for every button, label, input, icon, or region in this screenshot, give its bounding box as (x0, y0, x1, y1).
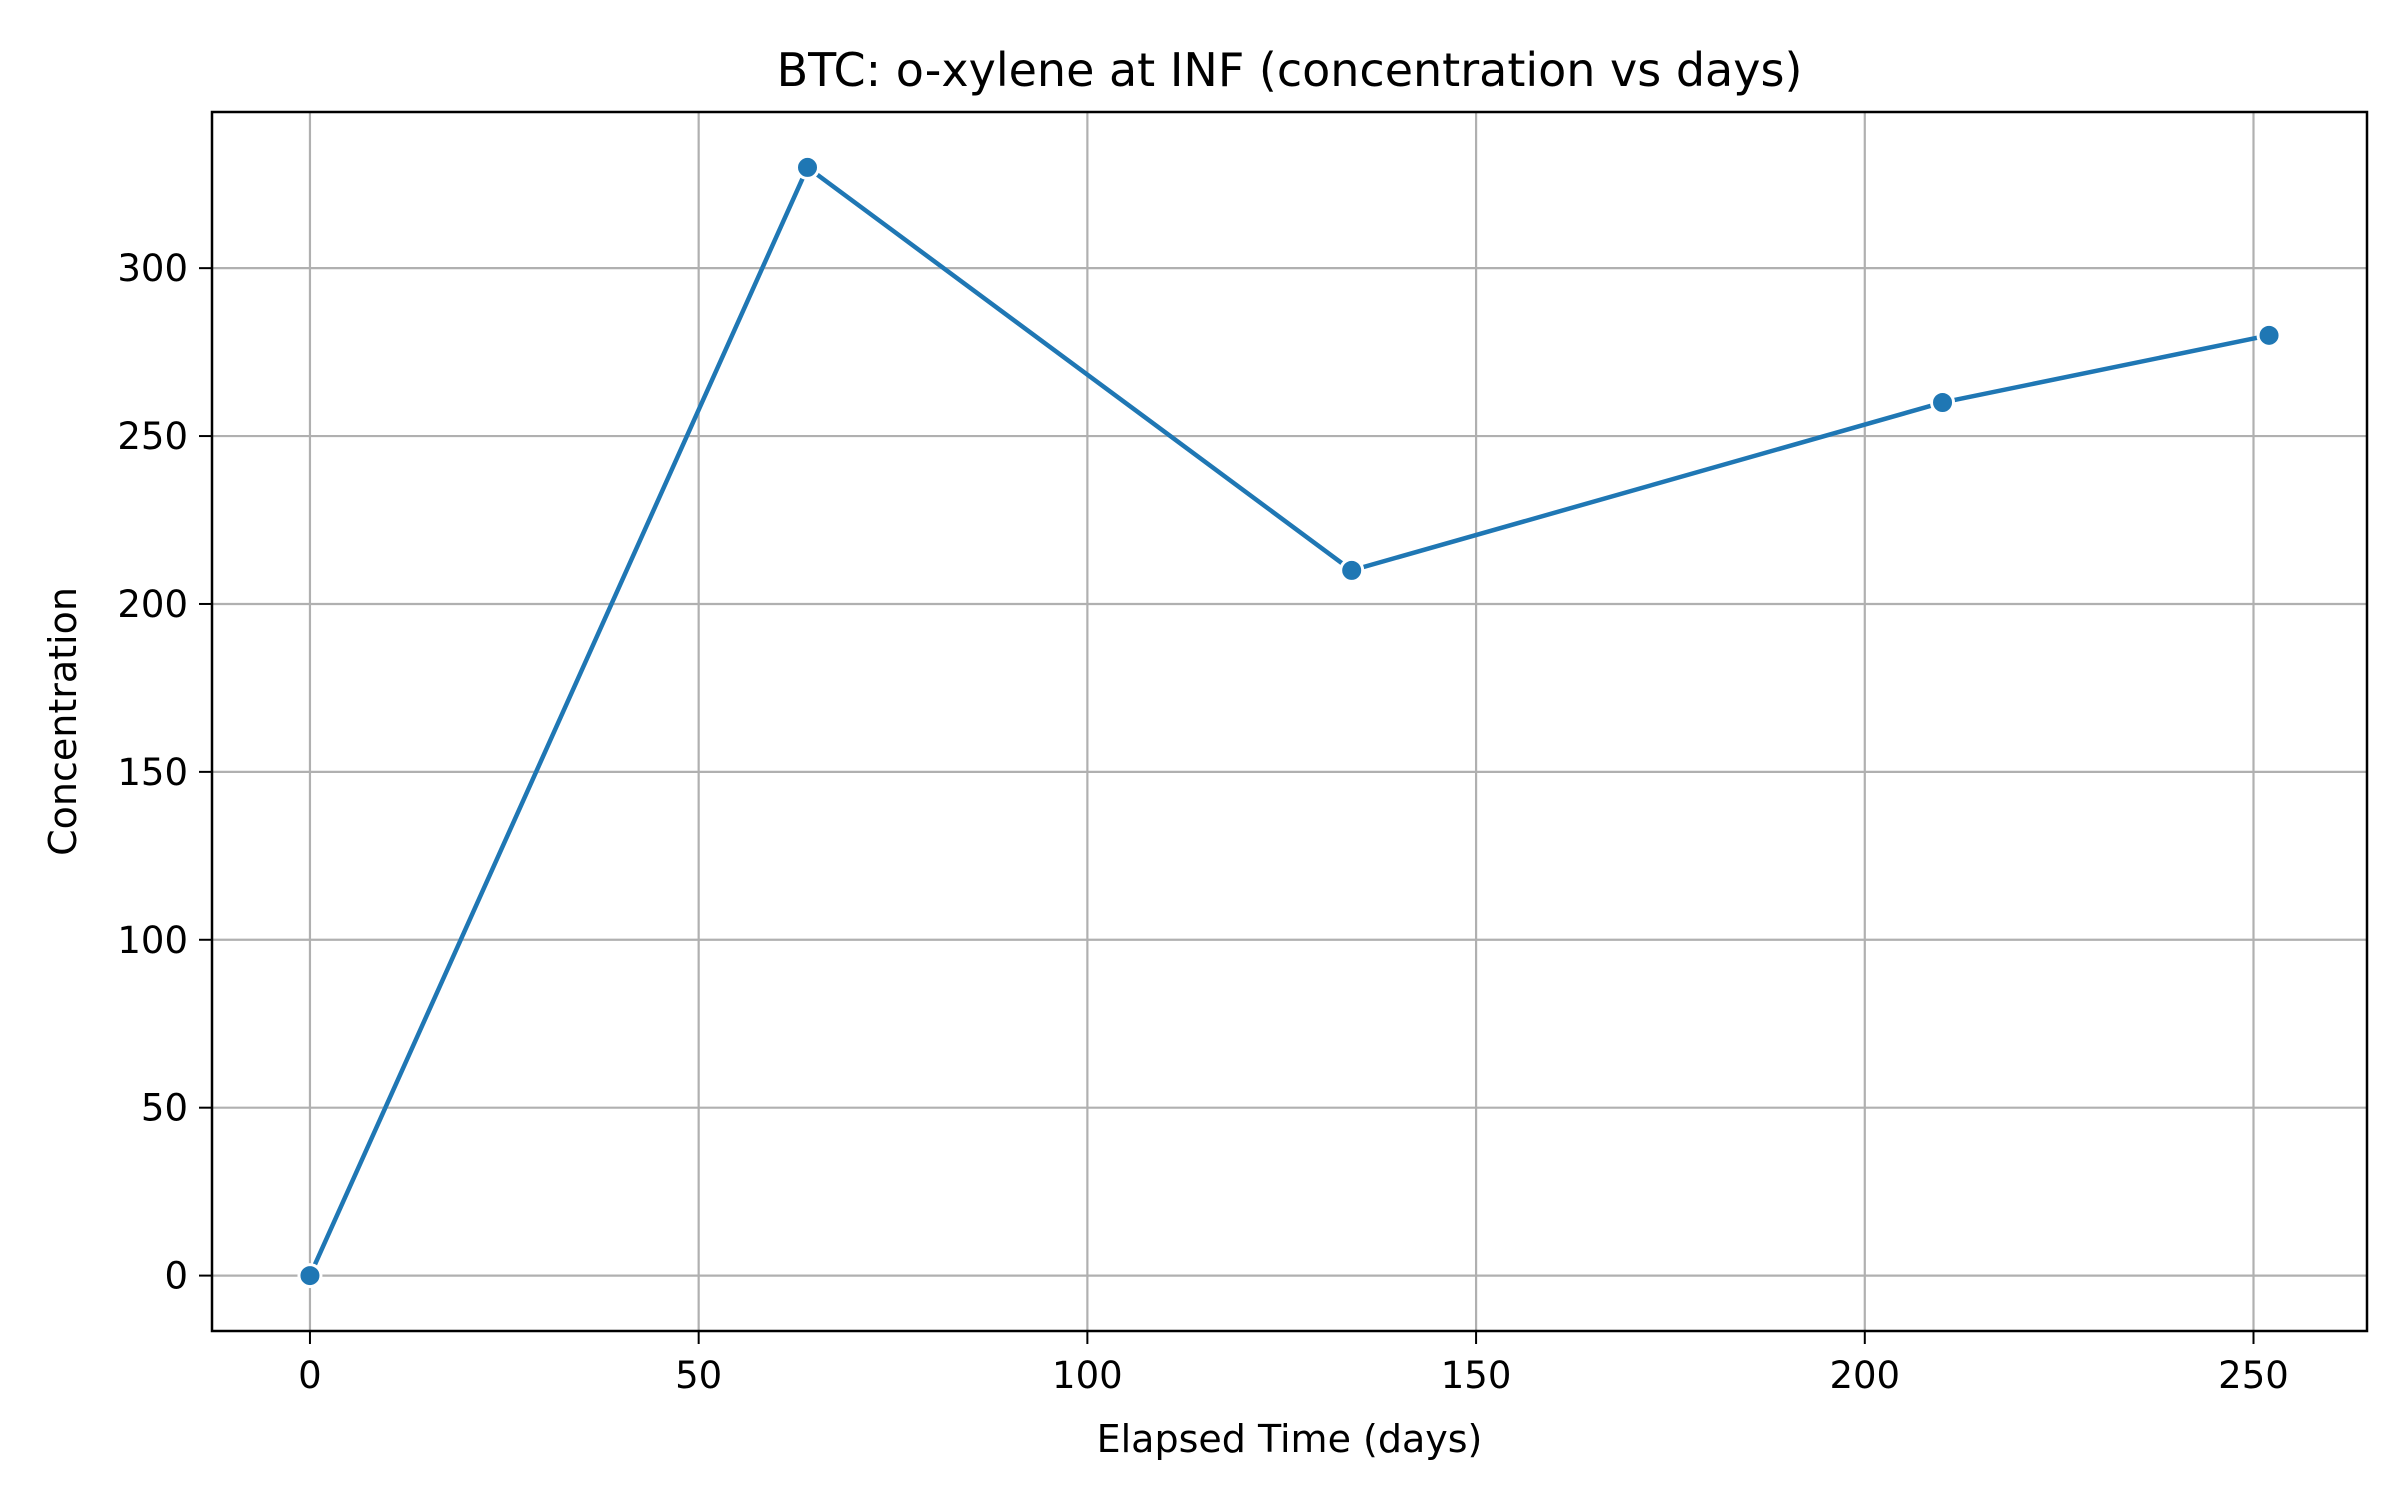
y-tick-label: 200 (117, 583, 188, 626)
x-tick-label: 100 (1052, 1354, 1123, 1397)
data-point (297, 1263, 323, 1289)
x-tick-label: 0 (298, 1354, 322, 1397)
x-tick-label: 150 (1441, 1354, 1512, 1397)
data-point (1930, 389, 1956, 415)
x-tick-label: 50 (675, 1354, 722, 1397)
chart-title: BTC: o-xylene at INF (concentration vs d… (777, 43, 1803, 97)
y-tick-label: 300 (117, 247, 188, 290)
series-layer (297, 154, 2282, 1289)
grid (212, 112, 2367, 1331)
x-tick-label: 250 (2218, 1354, 2289, 1397)
plot-area-frame (210, 110, 2369, 1333)
x-tick-label: 200 (1829, 1354, 1900, 1397)
y-tick-label: 150 (117, 751, 188, 794)
axis-ticks: 0 50 100 150 200 250 0 50 100 150 200 250 300 (117, 247, 2288, 1397)
y-tick-label: 0 (164, 1255, 188, 1298)
y-axis-label: Concentration (41, 587, 85, 856)
data-point (2256, 322, 2282, 348)
x-axis-label: Elapsed Time (days) (1097, 1417, 1483, 1461)
y-tick-label: 250 (117, 415, 188, 458)
data-point (1339, 557, 1365, 583)
data-point (795, 154, 821, 180)
y-tick-label: 100 (117, 919, 188, 962)
y-tick-label: 50 (141, 1087, 188, 1130)
